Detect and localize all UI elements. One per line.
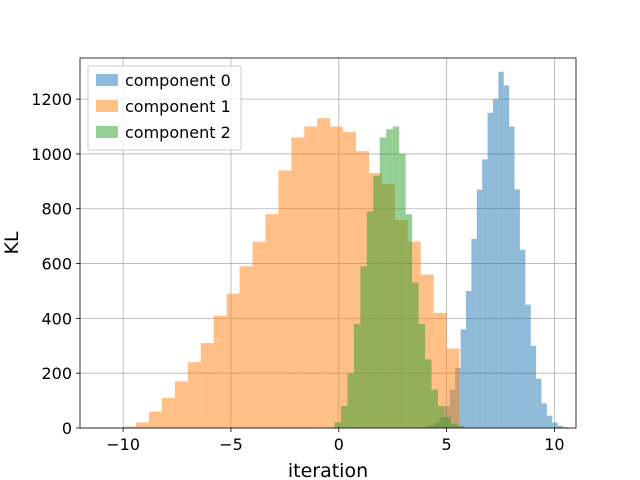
legend-swatch	[96, 74, 118, 86]
x-tick-label: 5	[442, 435, 452, 454]
histogram-bar	[360, 266, 367, 428]
legend-swatch	[96, 126, 118, 138]
x-tick-label: 0	[334, 435, 344, 454]
histogram-bar	[541, 403, 547, 428]
histogram-bar	[450, 423, 458, 428]
histogram-bar	[492, 99, 499, 428]
histogram-bar	[399, 153, 406, 429]
histogram-bar	[252, 241, 266, 428]
histogram-bar	[476, 189, 483, 428]
histogram-bar	[466, 290, 472, 428]
histogram-bar	[278, 170, 292, 429]
legend-label: component 2	[125, 123, 231, 142]
histogram-bar	[187, 362, 201, 428]
histogram-bar	[482, 159, 488, 428]
histogram-bar	[123, 426, 137, 428]
histogram-bar	[525, 304, 531, 428]
y-axis-ticks: 0 200 400 600 800 1000 1200	[31, 90, 80, 438]
histogram-bars	[123, 71, 569, 429]
histogram-bar	[330, 126, 344, 428]
histogram-bar	[291, 137, 305, 428]
histogram-bar	[460, 329, 467, 428]
histogram-bar	[136, 422, 150, 428]
y-tick-label: 1200	[31, 90, 72, 109]
histogram-bar	[412, 282, 419, 428]
plot-frame	[79, 57, 577, 429]
histogram-bar	[366, 211, 374, 428]
histogram-bar	[446, 348, 460, 428]
histogram-bar	[498, 71, 504, 428]
histogram-bar	[437, 406, 445, 428]
series-2-bars	[334, 126, 464, 429]
y-axis-label: KL	[1, 231, 23, 254]
y-tick-label: 200	[41, 364, 72, 383]
x-tick-label: 10	[544, 435, 564, 454]
histogram-bar	[317, 118, 331, 428]
histogram-bar	[265, 214, 279, 428]
histogram-bar	[200, 343, 214, 428]
legend-box	[87, 65, 242, 151]
y-tick-label: 800	[41, 200, 72, 219]
x-axis-label: iteration	[288, 460, 368, 480]
histogram-bar	[373, 175, 380, 428]
histogram-bar	[546, 415, 553, 428]
histogram-bar	[340, 406, 348, 428]
histogram-bar	[552, 422, 558, 428]
y-tick-label: 600	[41, 255, 72, 274]
legend-label: component 1	[125, 97, 231, 116]
legend-swatch	[96, 100, 118, 112]
histogram-bar	[161, 397, 175, 428]
legend: component 0 component 1 component 2	[87, 65, 242, 151]
histogram-bar	[563, 427, 569, 428]
histogram-bar	[425, 359, 432, 428]
histogram-bar	[149, 411, 162, 428]
y-tick-label: 0	[62, 419, 72, 438]
histogram-bar	[386, 129, 393, 428]
histogram-bar	[509, 126, 515, 428]
histogram-bar	[530, 345, 537, 428]
histogram-bar	[503, 85, 510, 428]
histogram-bar	[353, 323, 361, 428]
x-tick-label: −5	[219, 435, 243, 454]
histogram-bar	[487, 112, 493, 428]
legend-label: component 0	[125, 71, 231, 90]
histogram-bar	[379, 137, 387, 428]
histogram-bar	[557, 425, 564, 428]
histogram-bar	[174, 381, 188, 428]
histogram-bar	[304, 126, 318, 428]
histogram-bar	[444, 417, 451, 428]
histogram-bar	[226, 293, 240, 428]
histogram-bar	[519, 249, 526, 428]
histogram-bar	[239, 266, 253, 428]
histogram-bar	[418, 323, 426, 428]
histogram-bar	[347, 373, 354, 428]
histogram-bar	[213, 315, 227, 428]
histogram-bar	[536, 378, 542, 428]
x-axis-ticks: −10 −5 0 5 10	[106, 428, 565, 454]
x-tick-label: −10	[106, 435, 140, 454]
histogram-bar	[334, 422, 341, 428]
histogram-bar	[343, 132, 357, 428]
histogram-bar	[457, 425, 464, 428]
histogram-bar	[405, 214, 413, 428]
histogram-bar	[514, 189, 520, 428]
histogram-bar	[471, 238, 477, 428]
histogram-bar	[431, 389, 438, 428]
y-tick-label: 400	[41, 309, 72, 328]
histogram-bar	[392, 126, 400, 428]
y-tick-label: 1000	[31, 145, 72, 164]
